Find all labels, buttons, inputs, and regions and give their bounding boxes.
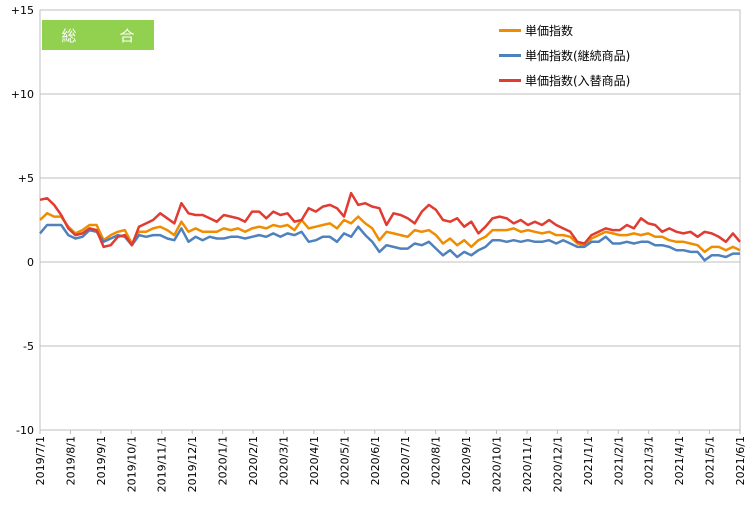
legend-swatch-continuing-products xyxy=(499,54,521,57)
series-line-0 xyxy=(39,212,741,254)
legend-label: 単価指数 xyxy=(525,24,574,38)
y-tick-label: +10 xyxy=(11,88,34,101)
chart-title: 総 合 xyxy=(61,26,149,45)
x-tick-label: 2020/11/1 xyxy=(521,436,534,492)
x-tick-label: 2020/8/1 xyxy=(430,436,443,485)
y-tick-label: -10 xyxy=(16,424,34,437)
x-tick-label: 2020/2/1 xyxy=(247,436,260,485)
series-group xyxy=(39,191,741,262)
legend-item-replaced-products: 単価指数(入替商品) xyxy=(499,68,630,93)
legend-item-continuing-products: 単価指数(継続商品) xyxy=(499,43,630,68)
series-line-2 xyxy=(39,191,741,249)
legend-label: 単価指数(入替商品) xyxy=(525,74,631,88)
chart-title-badge: 総 合 xyxy=(42,20,154,50)
x-tick-label: 2021/3/1 xyxy=(643,436,656,485)
legend-label: 単価指数(継続商品) xyxy=(525,49,631,63)
x-tick-label: 2020/6/1 xyxy=(369,436,382,485)
y-tick-label: +5 xyxy=(18,172,34,185)
x-axis: 2019/7/1 2019/8/1 2019/9/1 2019/10/1 2019/11… xyxy=(34,430,745,492)
legend-swatch-unit-price-index xyxy=(499,29,521,32)
x-tick-label: 2021/2/1 xyxy=(612,436,625,485)
y-tick-label: +15 xyxy=(11,4,34,17)
legend: 単価指数 単価指数(継続商品) 単価指数(入替商品) xyxy=(499,18,630,93)
x-tick-label: 2019/7/1 xyxy=(34,436,47,485)
x-tick-label: 2020/12/1 xyxy=(551,436,564,492)
x-tick-label: 2021/4/1 xyxy=(673,436,686,485)
x-tick-label: 2019/9/1 xyxy=(95,436,108,485)
grid-lines xyxy=(40,9,740,431)
x-tick-label: 2020/5/1 xyxy=(338,436,351,485)
x-tick-label: 2019/10/1 xyxy=(125,436,138,492)
series-line-1 xyxy=(39,223,740,262)
legend-swatch-replaced-products xyxy=(499,79,521,82)
x-tick-label: 2020/1/1 xyxy=(217,436,230,485)
y-tick-label: -5 xyxy=(23,340,34,353)
x-tick-label: 2020/3/1 xyxy=(277,436,290,485)
x-tick-label: 2020/10/1 xyxy=(491,436,504,492)
x-tick-label: 2020/9/1 xyxy=(460,436,473,485)
legend-item-unit-price-index: 単価指数 xyxy=(499,18,630,43)
x-tick-label: 2019/8/1 xyxy=(64,436,77,485)
x-tick-label: 2019/12/1 xyxy=(186,436,199,492)
x-tick-label: 2021/5/1 xyxy=(704,436,717,485)
x-tick-label: 2021/6/1 xyxy=(734,436,745,485)
x-tick-label: 2020/4/1 xyxy=(308,436,321,485)
x-tick-label: 2019/11/1 xyxy=(156,436,169,492)
x-tick-label: 2021/1/1 xyxy=(582,436,595,485)
y-tick-label: 0 xyxy=(27,256,34,269)
y-axis: +15 +10 +5 0 -5 -10 xyxy=(11,4,34,437)
x-tick-label: 2020/7/1 xyxy=(399,436,412,485)
